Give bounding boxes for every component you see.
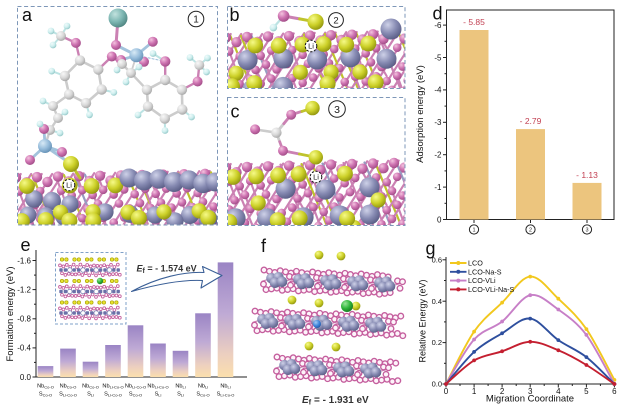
svg-text:- 5.85: - 5.85 <box>463 17 485 27</box>
svg-text:-3: -3 <box>434 118 442 127</box>
svg-text:0.4: 0.4 <box>432 297 442 306</box>
svg-text:Adsorption energy (eV): Adsorption energy (eV) <box>415 65 426 163</box>
svg-text:2: 2 <box>529 227 532 233</box>
svg-text:Migration Coordinate: Migration Coordinate <box>486 394 574 405</box>
svg-text:d: d <box>433 4 443 24</box>
svg-text:-4: -4 <box>434 86 442 95</box>
svg-text:SLi-Co-O: SLi-Co-O <box>217 392 235 398</box>
svg-text:3: 3 <box>334 104 340 116</box>
svg-text:Li: Li <box>308 42 314 51</box>
svg-text:LCO-VLi-Na-S: LCO-VLi-Na-S <box>468 285 515 294</box>
svg-text:0: 0 <box>444 387 449 396</box>
svg-text:SLi-Co-O: SLi-Co-O <box>104 392 122 398</box>
svg-text:Relative Energy (eV): Relative Energy (eV) <box>418 279 428 362</box>
svg-text:1: 1 <box>472 227 475 233</box>
svg-text:LCO-VLi: LCO-VLi <box>468 276 496 285</box>
svg-text:LCO-Na-S: LCO-Na-S <box>468 267 502 276</box>
svg-text:b: b <box>230 5 240 25</box>
svg-text:-5: -5 <box>434 53 442 62</box>
svg-text:SLi-Co-O: SLi-Co-O <box>59 392 77 398</box>
svg-text:NbCo-O: NbCo-O <box>82 384 99 390</box>
svg-text:NbLi-Co-O: NbLi-Co-O <box>102 384 123 390</box>
svg-text:-1.6: -1.6 <box>17 256 31 265</box>
svg-text:SCo-O: SCo-O <box>39 392 52 398</box>
svg-text:SCo-O: SCo-O <box>196 392 209 398</box>
svg-text:SLi: SLi <box>177 392 184 398</box>
svg-text:2: 2 <box>333 15 338 26</box>
svg-text:e: e <box>21 235 31 255</box>
svg-text:Li: Li <box>313 173 319 182</box>
svg-text:Li: Li <box>66 181 72 190</box>
svg-text:-0.4: -0.4 <box>17 344 31 353</box>
svg-text:SCo-O: SCo-O <box>129 392 142 398</box>
svg-text:-0.8: -0.8 <box>17 315 31 324</box>
svg-text:-1.2: -1.2 <box>17 285 31 294</box>
svg-text:NbCo-O: NbCo-O <box>37 384 54 390</box>
svg-text:a: a <box>22 5 33 25</box>
svg-text:g: g <box>426 239 436 259</box>
svg-text:Ef = - 1.931 eV: Ef = - 1.931 eV <box>302 395 369 407</box>
svg-text:-2: -2 <box>434 151 442 160</box>
svg-text:NbCo-O: NbCo-O <box>60 384 77 390</box>
svg-text:SLi: SLi <box>87 392 94 398</box>
svg-text:NbLi: NbLi <box>198 384 208 390</box>
svg-text:0: 0 <box>437 215 442 224</box>
svg-text:5: 5 <box>584 387 589 396</box>
svg-text:NbLi-Co-O: NbLi-Co-O <box>125 384 146 390</box>
svg-text:NbLi-Co-O: NbLi-Co-O <box>147 384 168 390</box>
svg-text:0.0: 0.0 <box>432 380 442 389</box>
svg-text:- 1.13: - 1.13 <box>576 170 598 180</box>
svg-text:c: c <box>231 102 240 122</box>
svg-text:NbLi: NbLi <box>220 384 230 390</box>
svg-text:Formation energy (eV): Formation energy (eV) <box>5 266 16 361</box>
svg-text:SLi: SLi <box>155 392 162 398</box>
svg-text:6: 6 <box>612 387 617 396</box>
svg-text:0.2: 0.2 <box>432 338 442 347</box>
svg-text:LCO: LCO <box>468 259 483 268</box>
svg-text:3: 3 <box>585 227 588 233</box>
svg-text:NbLi: NbLi <box>175 384 185 390</box>
svg-text:0.0: 0.0 <box>20 373 32 382</box>
svg-text:1: 1 <box>472 387 477 396</box>
svg-text:-1: -1 <box>434 183 442 192</box>
svg-text:- 2.79: - 2.79 <box>520 116 542 126</box>
svg-text:1: 1 <box>193 15 199 26</box>
